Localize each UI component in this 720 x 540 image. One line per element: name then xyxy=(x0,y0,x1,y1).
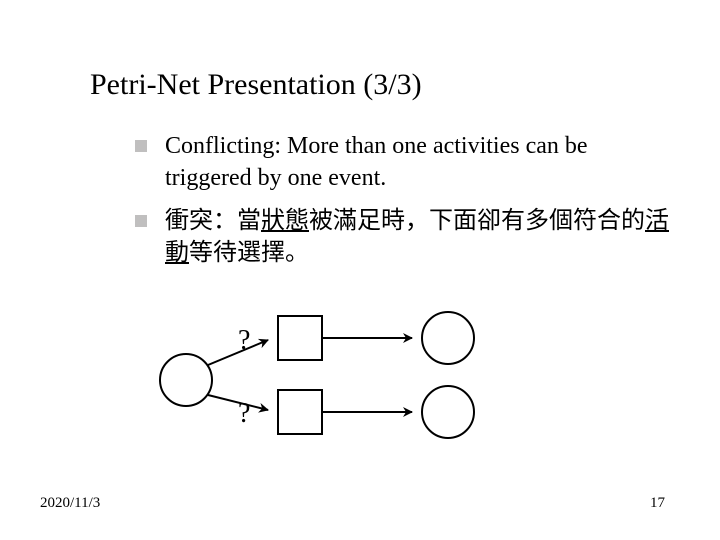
place-out-2 xyxy=(422,386,474,438)
transition-1 xyxy=(278,316,322,360)
underlined-term: 狀態 xyxy=(261,208,309,234)
place-source xyxy=(160,354,212,406)
text-segment: 衝突：當 xyxy=(165,208,261,234)
petri-net-diagram: ? ? xyxy=(150,310,500,490)
text-segment: 等待選擇。 xyxy=(189,240,309,266)
footer-date: 2020/11/3 xyxy=(40,495,100,512)
text-segment: 被滿足時，下面卻有多個符合的 xyxy=(309,208,645,234)
question-mark-1: ? xyxy=(238,325,250,357)
slide-title: Petri-Net Presentation (3/3) xyxy=(90,68,422,102)
bullet-text: 衝突：當狀態被滿足時，下面卻有多個符合的活動等待選擇。 xyxy=(165,205,675,270)
diagram-svg xyxy=(150,310,500,490)
bullet-item: Conflicting: More than one activities ca… xyxy=(135,130,675,195)
bullet-marker-icon xyxy=(135,140,147,152)
bullet-list: Conflicting: More than one activities ca… xyxy=(135,130,675,280)
question-mark-2: ? xyxy=(238,398,250,430)
bullet-marker-icon xyxy=(135,215,147,227)
footer-page-number: 17 xyxy=(650,495,665,512)
bullet-item: 衝突：當狀態被滿足時，下面卻有多個符合的活動等待選擇。 xyxy=(135,205,675,270)
bullet-text: Conflicting: More than one activities ca… xyxy=(165,130,675,195)
place-out-1 xyxy=(422,312,474,364)
transition-2 xyxy=(278,390,322,434)
